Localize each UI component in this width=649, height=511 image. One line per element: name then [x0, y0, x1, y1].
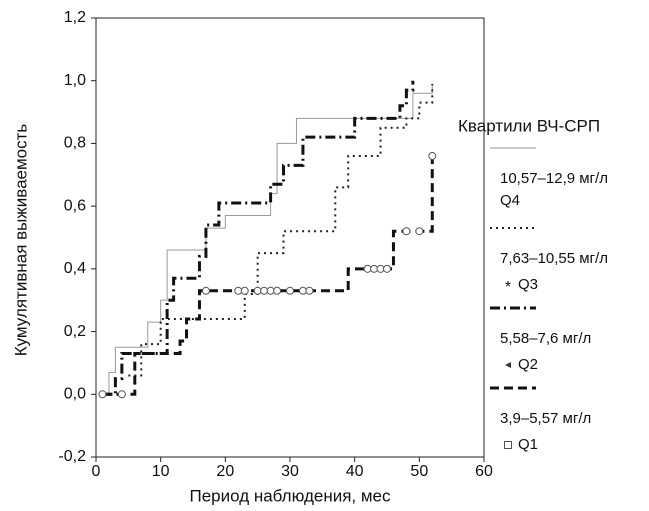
- legend-title: Квартили ВЧ-СРП: [458, 116, 600, 135]
- x-axis-label: Период наблюдения, мес: [189, 486, 391, 505]
- censor-mark: [253, 286, 262, 295]
- legend-label: 5,58–7,6 мг/л: [500, 330, 591, 347]
- x-tick-label: 50: [410, 463, 428, 480]
- x-tick-label: 30: [281, 463, 299, 480]
- x-tick-label: 60: [475, 463, 493, 480]
- censor-mark: [286, 286, 294, 295]
- censor-mark: [234, 286, 243, 295]
- step-line: [102, 83, 433, 395]
- legend-label: 10,57–12,9 мг/л: [500, 170, 608, 187]
- censor-mark: [266, 286, 275, 295]
- y-tick-label: 0,0: [64, 386, 86, 403]
- censor-mark: [383, 264, 391, 273]
- x-tick-label: 20: [216, 463, 234, 480]
- legend-quartile: Q2: [518, 356, 538, 373]
- legend-label: 7,63–10,55 мг/л: [500, 250, 608, 267]
- censor-mark: [273, 286, 282, 295]
- censor-mark: [298, 286, 307, 295]
- x-tick-label: 0: [92, 463, 101, 480]
- legend-quartile: Q1: [518, 436, 538, 453]
- legend-marker: *: [505, 279, 511, 296]
- legend-label: 3,9–5,57 мг/л: [500, 410, 591, 427]
- censor-mark: [376, 264, 385, 273]
- censor-mark: [370, 264, 379, 273]
- legend-marker: [505, 362, 511, 368]
- censor-mark: [305, 286, 314, 295]
- step-line: [128, 83, 434, 377]
- censor-mark: [201, 286, 210, 295]
- censor-mark: [402, 227, 411, 236]
- y-axis-label: Кумулятивная выживаемость: [11, 124, 30, 357]
- censor-mark: [428, 151, 437, 160]
- censor-mark: [415, 227, 424, 236]
- legend-quartile: Q4: [500, 192, 520, 209]
- step-line: [102, 155, 434, 396]
- censor-mark: [260, 286, 269, 295]
- legend-quartile: Q3: [518, 276, 538, 293]
- y-tick-label: 0,8: [64, 135, 86, 152]
- step-line: [102, 80, 415, 396]
- censor-mark: [240, 286, 249, 295]
- x-tick-label: 10: [152, 463, 170, 480]
- censor-mark: [117, 390, 126, 399]
- censor-mark: [98, 390, 107, 399]
- legend-marker: [504, 441, 512, 449]
- censor-mark: [363, 264, 372, 273]
- plot-frame: [95, 17, 485, 458]
- y-tick-label: 0,6: [64, 197, 86, 214]
- y-tick-label: 1,2: [64, 9, 86, 26]
- y-tick-label: -0,2: [58, 448, 86, 465]
- y-tick-label: 0,2: [64, 323, 86, 340]
- y-tick-label: 1,0: [64, 72, 86, 89]
- y-tick-label: 0,4: [64, 260, 86, 277]
- x-tick-label: 40: [346, 463, 364, 480]
